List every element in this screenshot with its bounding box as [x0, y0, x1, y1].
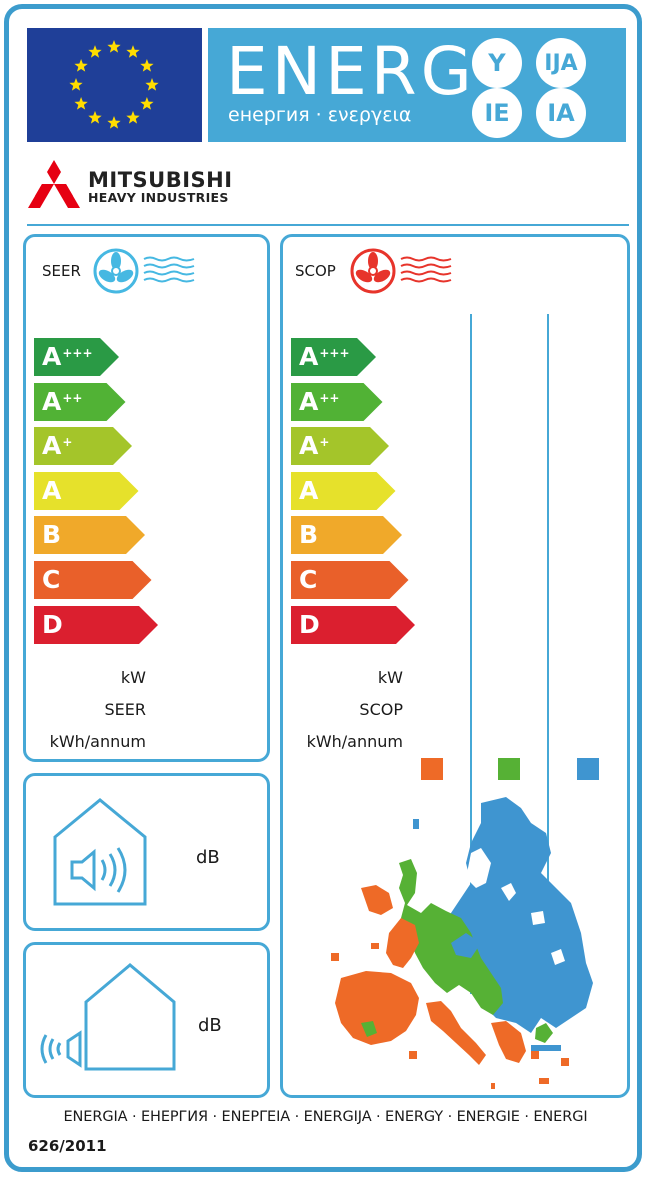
- seer-unit-kw: kW: [120, 668, 146, 687]
- energy-banner: ENERG енергия · ενεργεια Y IJA IE IA: [208, 28, 626, 142]
- climate-colder-square: [577, 758, 599, 780]
- eu-star-icon: [140, 59, 154, 72]
- seer-class-label: A: [42, 475, 62, 505]
- seer-panel: SEER A+++ A++ A+ A B C D kW SEER kWh/annum: [23, 234, 270, 762]
- eu-star-icon: [69, 78, 83, 91]
- regulation-number: 626/2011: [28, 1137, 107, 1155]
- indoor-sound-house-icon: [53, 798, 147, 906]
- seer-class-label: C: [42, 565, 61, 594]
- suffix-ie: IE: [472, 88, 522, 138]
- seer-class-label: A+++: [42, 342, 93, 371]
- scop-unit-scop: SCOP: [359, 700, 403, 719]
- scop-class-label: B: [299, 520, 319, 550]
- cooling-fan-icon: [93, 248, 195, 294]
- seer-unit-seer: SEER: [104, 700, 147, 719]
- scop-class-arrow: D: [291, 605, 416, 644]
- scop-panel: SCOP A+++ A++ A+ A B C D kW SCOP kWh/annum: [280, 234, 630, 1098]
- seer-class-arrow: A+: [34, 427, 133, 466]
- eu-star-icon: [74, 59, 88, 72]
- energy-subtitle: енергия · ενεργεια: [228, 104, 412, 126]
- climate-column-divider-2: [547, 314, 549, 994]
- eu-star-icon: [145, 78, 159, 91]
- suffix-y: Y: [472, 38, 522, 88]
- seer-unit-kwh: kWh/annum: [49, 732, 146, 751]
- eu-star-icon: [74, 97, 88, 110]
- climate-warmer-square: [421, 758, 443, 780]
- seer-class-arrow: A+++: [34, 338, 120, 376]
- outdoor-noise-unit: dB: [198, 1015, 222, 1036]
- brand-name: MITSUBISHI: [88, 168, 233, 192]
- scop-class-label: C: [299, 565, 318, 594]
- climate-column-divider-1: [470, 314, 472, 994]
- outdoor-noise-panel: dB: [23, 942, 270, 1098]
- eu-star-icon: [126, 110, 140, 124]
- eu-star-icon: [88, 110, 102, 124]
- scop-class-label: A+++: [299, 342, 350, 371]
- seer-class-arrow: C: [34, 561, 153, 599]
- indoor-noise-panel: dB: [23, 773, 270, 931]
- three-diamonds-logo-icon: [28, 160, 80, 208]
- climate-average-square: [498, 758, 520, 780]
- suffix-ia: IA: [536, 88, 586, 138]
- scop-class-arrow: C: [291, 561, 410, 599]
- eu-flag-icon: [27, 28, 202, 142]
- scop-class-label: A+: [299, 431, 330, 461]
- scop-class-label: A++: [299, 386, 340, 416]
- scop-class-label: D: [299, 609, 320, 639]
- scop-unit-kwh: kWh/annum: [306, 732, 403, 751]
- suffix-ija: IJA: [536, 38, 586, 88]
- scop-class-label: A: [299, 475, 319, 505]
- scop-class-arrow: A+++: [291, 338, 377, 376]
- eu-star-icon: [126, 45, 140, 58]
- seer-class-label: A++: [42, 386, 83, 416]
- scop-class-arrow: A++: [291, 382, 384, 421]
- scop-title: SCOP: [295, 262, 336, 280]
- seer-class-label: A+: [42, 431, 73, 461]
- seer-class-arrow: D: [34, 605, 159, 644]
- eu-star-icon: [88, 45, 102, 58]
- energy-word: ENERG: [226, 33, 476, 110]
- seer-title: SEER: [42, 262, 81, 280]
- eu-star-icon: [107, 116, 121, 129]
- footer-languages: ENERGIA · ЕНЕРГИЯ · ΕΝΕΡΓΕΙΑ · ENERGIJA …: [63, 1109, 588, 1125]
- seer-class-arrow: A++: [34, 382, 127, 421]
- scop-class-arrow: B: [291, 516, 403, 555]
- seer-class-arrow: A: [34, 471, 140, 510]
- scop-class-arrow: A+: [291, 427, 390, 466]
- header-divider: [27, 224, 629, 226]
- seer-class-label: B: [42, 520, 62, 550]
- eu-star-icon: [140, 97, 154, 110]
- eu-star-icon: [107, 40, 121, 53]
- europe-climate-map-icon: [331, 797, 593, 1089]
- brand-block: MITSUBISHI HEAVY INDUSTRIES: [28, 158, 288, 208]
- brand-subtitle: HEAVY INDUSTRIES: [88, 190, 229, 205]
- heating-fan-icon: [350, 248, 452, 294]
- scop-class-arrow: A: [291, 471, 397, 510]
- seer-class-arrow: B: [34, 516, 146, 555]
- outdoor-sound-house-icon: [40, 963, 176, 1071]
- scop-unit-kw: kW: [377, 668, 403, 687]
- seer-class-label: D: [42, 609, 63, 639]
- indoor-noise-unit: dB: [196, 847, 220, 868]
